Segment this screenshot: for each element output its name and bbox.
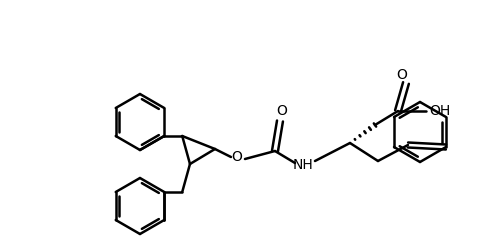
Text: O: O <box>231 150 242 164</box>
Text: O: O <box>397 68 407 82</box>
Text: NH: NH <box>293 158 313 172</box>
Text: OH: OH <box>429 104 451 118</box>
Text: O: O <box>277 104 287 118</box>
